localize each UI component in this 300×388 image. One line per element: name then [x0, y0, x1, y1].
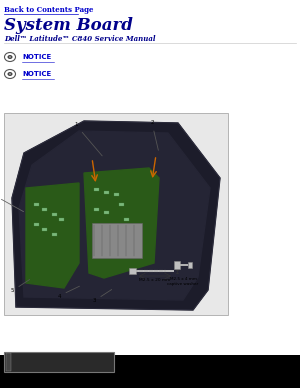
Ellipse shape: [4, 52, 16, 62]
Text: 4: 4: [57, 286, 80, 298]
Bar: [42, 208, 47, 211]
Ellipse shape: [4, 69, 16, 78]
Text: NOTICE: NOTICE: [22, 54, 51, 60]
Bar: [114, 193, 119, 196]
Ellipse shape: [8, 72, 13, 76]
Text: M2.5 x 4 mm
captive washer: M2.5 x 4 mm captive washer: [167, 277, 199, 286]
Bar: [94, 208, 99, 211]
Bar: [92, 223, 142, 258]
Text: 1: 1: [74, 123, 102, 156]
Text: NOTICE: NOTICE: [22, 71, 51, 77]
Bar: [52, 213, 57, 216]
Bar: [52, 233, 57, 236]
Polygon shape: [84, 168, 159, 278]
Ellipse shape: [8, 55, 13, 59]
Text: System Board: System Board: [4, 17, 133, 34]
Bar: [34, 223, 39, 226]
Bar: [6, 353, 11, 371]
Text: M2.5 x 20 mm: M2.5 x 20 mm: [140, 278, 171, 282]
Bar: [4, 113, 228, 315]
Bar: [188, 262, 192, 268]
Polygon shape: [26, 183, 79, 288]
Ellipse shape: [9, 73, 11, 74]
Bar: [104, 191, 109, 194]
Bar: [129, 268, 136, 274]
Polygon shape: [12, 121, 220, 310]
Text: 5: 5: [10, 279, 30, 293]
Text: Dell™ Latitude™ C840 Service Manual: Dell™ Latitude™ C840 Service Manual: [4, 35, 155, 43]
Text: 3: 3: [92, 289, 112, 303]
Bar: [119, 203, 124, 206]
Bar: [4, 352, 114, 372]
Bar: [180, 264, 188, 266]
Bar: [34, 203, 39, 206]
Bar: [174, 261, 180, 269]
Bar: [104, 211, 109, 214]
Text: Back to Contents Page: Back to Contents Page: [4, 6, 94, 14]
Text: 2: 2: [150, 121, 158, 150]
Bar: [124, 218, 129, 221]
Bar: [94, 188, 99, 191]
Bar: [136, 270, 174, 272]
Bar: [42, 228, 47, 231]
Bar: [59, 218, 64, 221]
Ellipse shape: [9, 56, 11, 57]
Polygon shape: [19, 131, 210, 300]
